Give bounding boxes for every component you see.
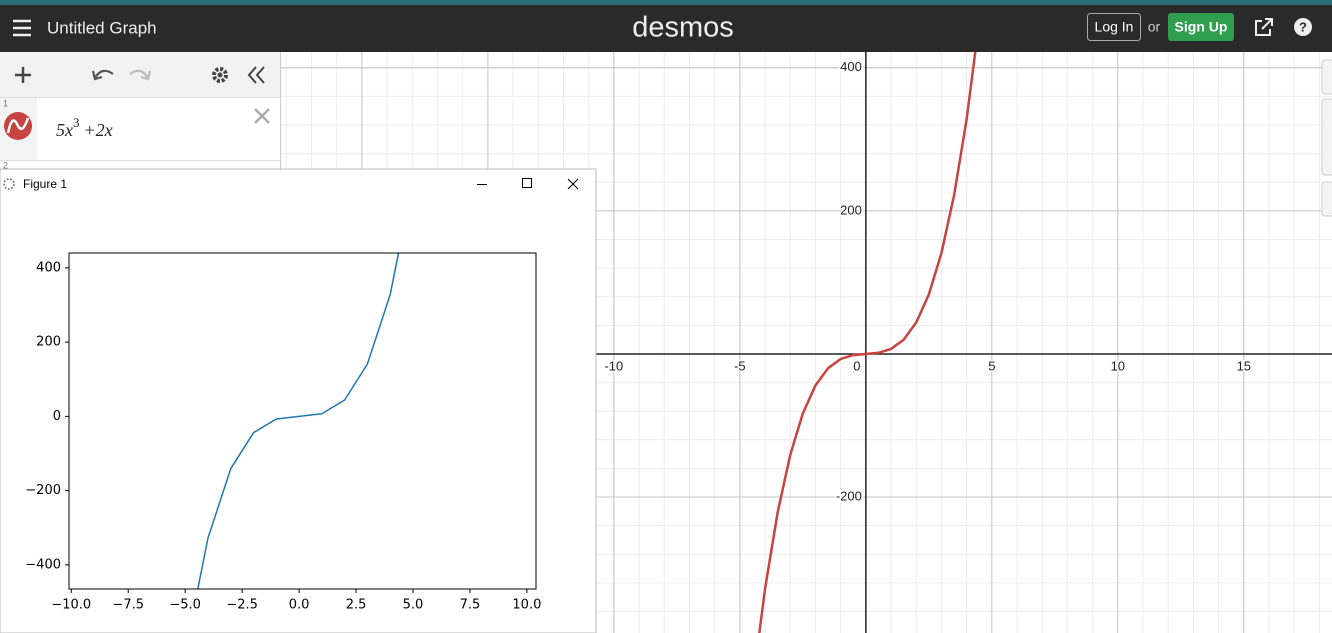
- login-label: Log In: [1095, 19, 1134, 35]
- window-title: Figure 1: [23, 177, 67, 191]
- help-icon: ?: [1299, 19, 1307, 34]
- settings-hub: [217, 72, 223, 78]
- zoom-out[interactable]: [1321, 98, 1332, 176]
- header: [0, 0, 1332, 52]
- x-tick-label: -5: [734, 358, 746, 373]
- row-index: 1: [3, 98, 8, 108]
- or-label: or: [1148, 19, 1161, 35]
- x-tick-label: 5: [988, 358, 995, 373]
- x-tick-label: −2.5: [226, 598, 258, 613]
- graph-title[interactable]: Untitled Graph: [47, 18, 157, 37]
- y-tick-label: 400: [840, 59, 862, 74]
- expression-exponent: 3: [73, 115, 80, 130]
- figure-plot: −10.0 −7.5 −5.0 −2.5 0.0 2.5 5.0 7.5 10.0 −400 −20…: [25, 252, 541, 613]
- top-strip: [0, 0, 1332, 5]
- data-line: [197, 253, 400, 589]
- y-tick-label: -200: [836, 488, 862, 503]
- brand: desmos: [632, 12, 734, 44]
- y-tick-label: 0: [53, 409, 61, 424]
- x-tick-label: 5.0: [403, 598, 424, 613]
- y-tick-label: 200: [36, 335, 61, 350]
- expression-icon-wave: [6, 117, 30, 134]
- expression-term: 5x: [56, 120, 73, 140]
- menu-button[interactable]: [13, 19, 31, 37]
- signup-label: Sign Up: [1175, 19, 1228, 35]
- undo-button[interactable]: [91, 69, 114, 81]
- x-tick-label: 15: [1237, 358, 1251, 373]
- x-tick-label: 0.0: [289, 598, 310, 613]
- add-button[interactable]: [15, 67, 31, 83]
- axes-frame: [68, 252, 537, 590]
- x-tick-label: −10.0: [51, 598, 91, 613]
- expression-text[interactable]: 5x3 +2x: [56, 115, 113, 140]
- y-tick-label: −400: [25, 557, 61, 572]
- y-tick-label: −200: [25, 483, 61, 498]
- x-tick-label: 10: [1111, 358, 1125, 373]
- x-tick-label: −7.5: [112, 598, 144, 613]
- home[interactable]: [1321, 181, 1332, 217]
- collapse-button[interactable]: [247, 66, 265, 84]
- maximize-button[interactable]: [522, 178, 532, 188]
- window-icon: [3, 178, 15, 190]
- y-tick-label: 400: [36, 260, 61, 275]
- x-tick-label: 0: [853, 358, 860, 373]
- figure-window: [0, 168, 597, 633]
- close-button[interactable]: [567, 178, 579, 190]
- delete-expression[interactable]: [254, 108, 270, 124]
- x-tick-label: 7.5: [460, 598, 481, 613]
- zoom-in[interactable]: [1321, 59, 1332, 95]
- x-tick-label: -10: [604, 358, 623, 373]
- help-button[interactable]: [1294, 18, 1312, 36]
- settings-button[interactable]: [212, 67, 228, 83]
- x-tick-label: −5.0: [169, 598, 201, 613]
- toolbar: [0, 52, 280, 97]
- y-tick-label: 200: [840, 202, 862, 217]
- expression-term: +2x: [84, 120, 113, 140]
- redo-button[interactable]: [129, 69, 152, 81]
- signup-button[interactable]: [1168, 13, 1234, 41]
- login-button[interactable]: [1087, 13, 1141, 41]
- share-button[interactable]: [1255, 18, 1273, 36]
- x-tick-label: 2.5: [346, 598, 367, 613]
- data-line: [758, 52, 977, 633]
- row-index: 2: [3, 160, 8, 170]
- x-tick-label: 10.0: [512, 598, 541, 613]
